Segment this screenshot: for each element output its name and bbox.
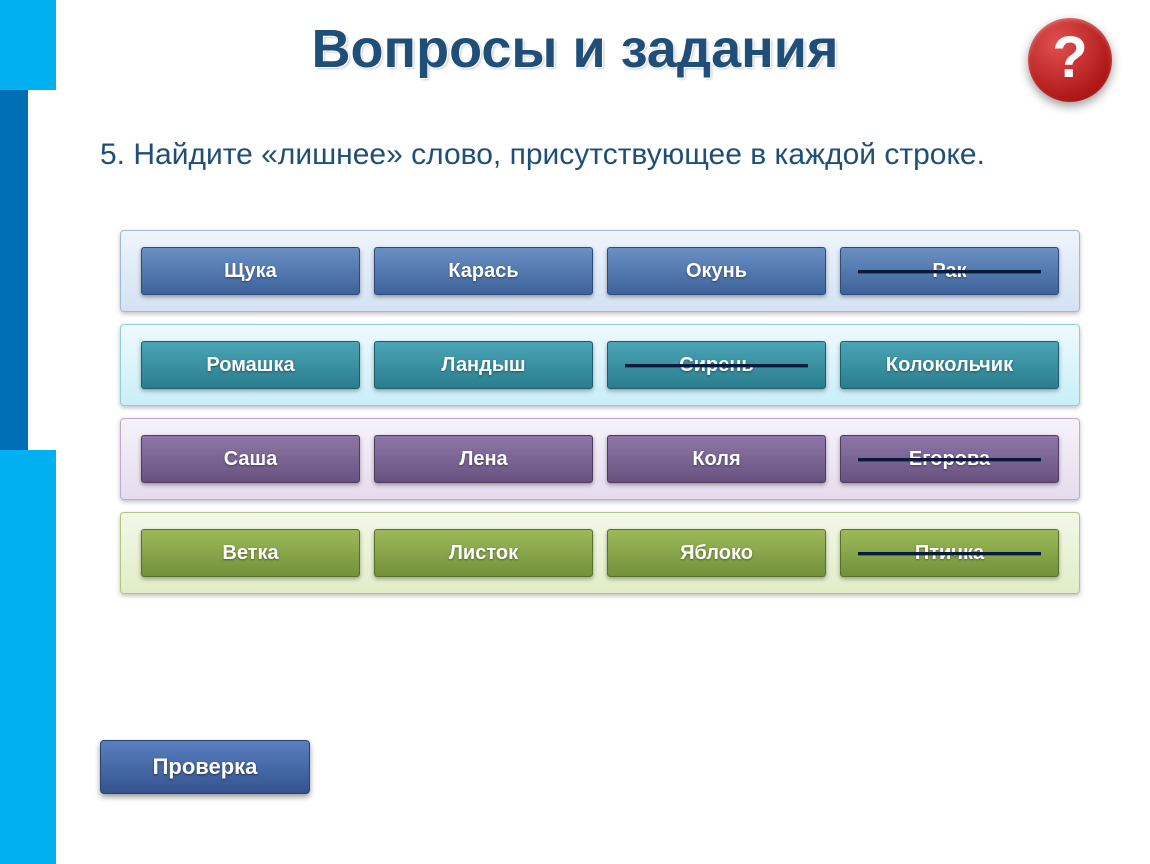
word-button[interactable]: Рак [840,247,1059,295]
word-button[interactable]: Ландыш [374,341,593,389]
word-button[interactable]: Лена [374,435,593,483]
word-button[interactable]: Ромашка [141,341,360,389]
word-row: Ветка Листок Яблоко Птичка [120,512,1080,594]
word-button[interactable]: Коля [607,435,826,483]
help-icon[interactable]: ? [1028,18,1112,102]
sidebar-decoration-light [0,450,56,864]
page-title: Вопросы и задания [0,18,1150,80]
word-button[interactable]: Колокольчик [840,341,1059,389]
task-prompt: 5. Найдите «лишнее» слово, присутствующе… [100,135,1090,174]
word-button[interactable]: Карась [374,247,593,295]
word-row: Щука Карась Окунь Рак [120,230,1080,312]
word-button[interactable]: Ветка [141,529,360,577]
word-button[interactable]: Окунь [607,247,826,295]
word-row: Ромашка Ландыш Сирень Колокольчик [120,324,1080,406]
word-button[interactable]: Сирень [607,341,826,389]
word-button[interactable]: Птичка [840,529,1059,577]
rows-container: Щука Карась Окунь Рак Ромашка Ландыш Сирень Кол… [120,230,1080,606]
word-button[interactable]: Саша [141,435,360,483]
check-button[interactable]: Проверка [100,740,310,794]
word-button[interactable]: Егорова [840,435,1059,483]
word-button[interactable]: Яблоко [607,529,826,577]
word-row: Саша Лена Коля Егорова [120,418,1080,500]
word-button[interactable]: Щука [141,247,360,295]
word-button[interactable]: Листок [374,529,593,577]
